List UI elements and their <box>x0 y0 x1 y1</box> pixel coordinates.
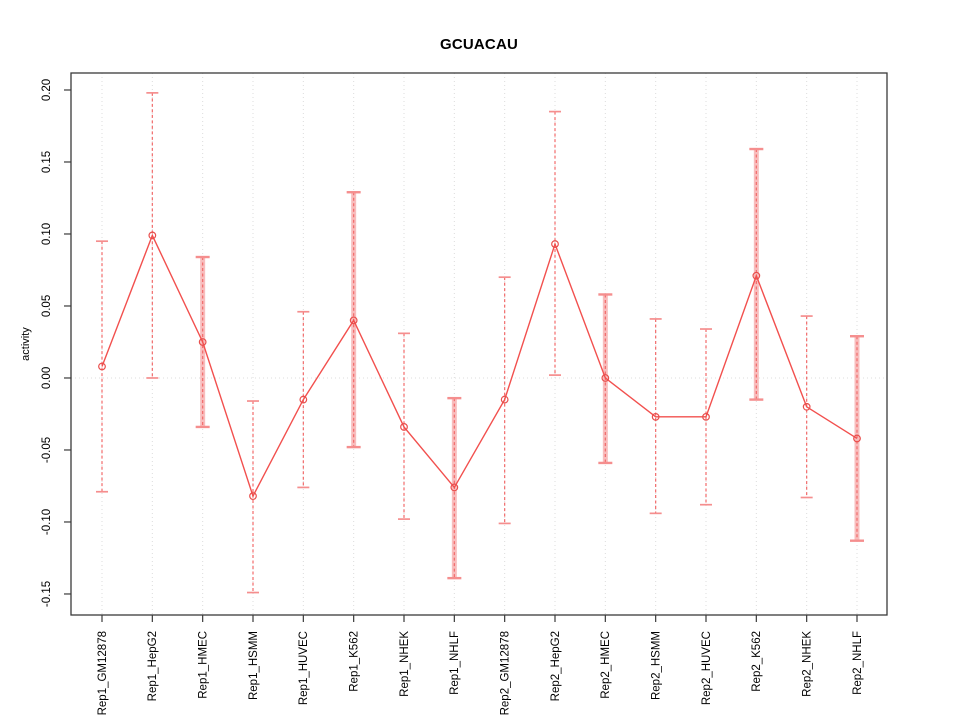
x-tick-label: Rep2_HMEC <box>600 631 612 699</box>
y-tick-label: 0.05 <box>41 295 53 317</box>
y-tick-label: 0.00 <box>41 367 53 389</box>
y-tick-label: 0.15 <box>41 151 53 173</box>
x-tick-label: Rep2_K562 <box>751 631 763 692</box>
data-point <box>198 338 207 346</box>
x-tick-label: Rep1_HepG2 <box>147 631 159 701</box>
x-tick-label: Rep2_HepG2 <box>550 631 562 701</box>
x-tick-label: Rep1_HUVEC <box>298 631 310 705</box>
data-point <box>551 240 559 248</box>
x-tick-label: Rep1_NHEK <box>399 631 411 697</box>
data-point <box>249 492 257 500</box>
data-point <box>400 423 408 431</box>
x-tick-label: Rep2_GM12878 <box>499 631 511 715</box>
data-point <box>702 412 710 421</box>
x-tick-label: Rep1_HSMM <box>248 631 260 700</box>
data-point <box>148 231 157 240</box>
x-tick-label: Rep2_HUVEC <box>701 631 713 705</box>
x-tick-label: Rep1_K562 <box>348 631 360 692</box>
data-point <box>98 362 106 371</box>
data-point <box>299 395 308 404</box>
data-point <box>752 271 761 280</box>
data-point <box>853 434 861 443</box>
data-point <box>500 395 509 404</box>
x-tick-label: Rep2_HSMM <box>650 631 662 700</box>
x-tick-label: Rep2_NHLF <box>852 631 864 695</box>
y-tick-label: -0.15 <box>41 581 53 607</box>
y-tick-label: -0.05 <box>41 437 53 463</box>
y-tick-label: 0.10 <box>41 223 53 245</box>
data-point <box>349 316 358 325</box>
series-line <box>101 233 858 498</box>
data-point <box>601 374 610 382</box>
data-point <box>450 483 459 492</box>
data-point <box>651 412 660 421</box>
plot-border <box>70 72 888 616</box>
x-tick-label: Rep1_NHLF <box>449 631 461 695</box>
y-tick-label: -0.10 <box>41 509 53 535</box>
x-tick-label: Rep1_GM12878 <box>97 631 109 715</box>
data-point <box>802 402 811 411</box>
x-tick-label: Rep1_HMEC <box>197 631 209 699</box>
chart-title: GCUACAU <box>439 36 519 53</box>
x-tick-label: Rep2_NHEK <box>801 631 813 697</box>
y-tick-label: 0.20 <box>41 79 53 101</box>
